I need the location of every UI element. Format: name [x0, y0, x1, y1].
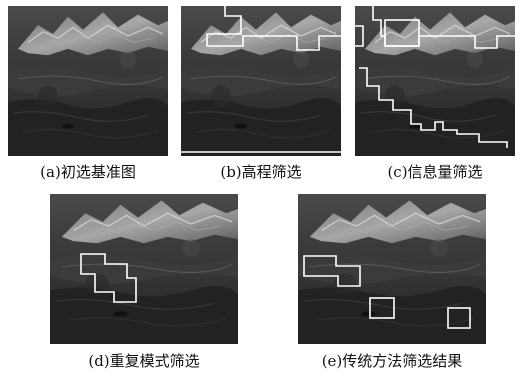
traditional-result-region-1: [303, 255, 361, 287]
terrain-image: [50, 194, 238, 344]
terrain-image: [181, 6, 341, 156]
panel-a-caption: (a)初选基准图: [40, 163, 136, 181]
elevation-boundary: [206, 6, 341, 51]
info-boundary-lower: [359, 67, 508, 148]
terrain-image: [298, 194, 486, 344]
panel-b-caption: (b)高程筛选: [220, 163, 302, 181]
panel-e-caption: (e)传统方法筛选结果: [321, 352, 463, 370]
panel-e-image: [298, 194, 486, 344]
panel-d-image: [50, 194, 238, 344]
panel-c-image: [355, 6, 515, 156]
panel-a-image: [8, 6, 168, 156]
panel-d-caption: (d)重复模式筛选: [88, 352, 200, 370]
traditional-result-region-2: [369, 297, 395, 319]
panel-b-image: [181, 6, 341, 156]
repeat-pattern-region: [80, 253, 137, 303]
terrain-image: [8, 6, 168, 156]
info-box: [384, 19, 420, 47]
panel-c-caption: (c)信息量筛选: [387, 163, 483, 181]
traditional-result-region-3: [447, 307, 471, 329]
info-left-box: [355, 25, 364, 47]
terrain-image: [355, 6, 515, 156]
